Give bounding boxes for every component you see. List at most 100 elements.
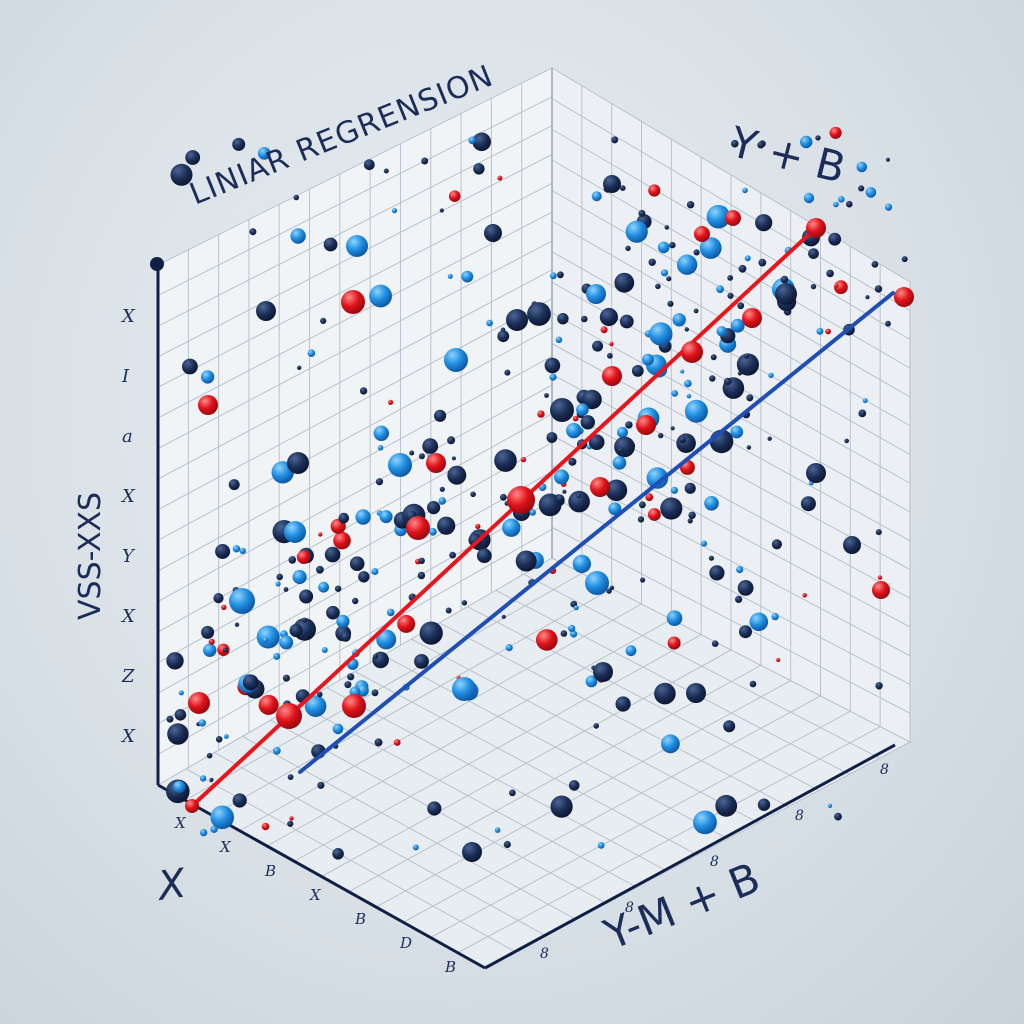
data-point-dark	[620, 185, 626, 191]
data-point-dark	[232, 137, 246, 151]
data-point-blue	[625, 220, 648, 243]
data-point-dark	[427, 801, 442, 816]
data-point-dark	[667, 300, 674, 307]
data-point-blue	[210, 825, 218, 833]
data-point-dark	[658, 432, 664, 439]
floor-grid-line	[294, 634, 702, 862]
data-point-dark	[568, 490, 590, 513]
right-axis-mark: 8	[710, 854, 719, 870]
data-point-blue	[566, 422, 582, 439]
data-point-blue	[612, 456, 627, 470]
data-point-dark	[687, 518, 693, 524]
data-point-dark	[447, 436, 456, 445]
data-point-red	[475, 523, 481, 530]
data-point-blue	[661, 734, 680, 754]
data-point-dark	[550, 398, 574, 422]
data-point-dark	[242, 674, 259, 691]
data-point-dark	[648, 258, 656, 266]
data-point-dark	[606, 588, 612, 594]
data-point-dark	[715, 794, 738, 817]
data-point-dark	[723, 720, 736, 733]
right-axis-marks: 8 8 8 8 8	[540, 762, 889, 962]
data-point-red	[609, 341, 614, 347]
data-point-blue	[452, 677, 476, 701]
left-wall-grid-line	[157, 269, 553, 480]
data-point-blue	[716, 326, 727, 337]
data-point-dark	[593, 662, 613, 682]
data-point-dark	[546, 432, 558, 443]
data-point-dark	[746, 394, 754, 402]
data-point-blue	[585, 571, 609, 595]
data-point-dark	[437, 516, 456, 535]
data-point-blue	[369, 284, 392, 308]
data-point-dark	[557, 271, 564, 279]
data-point-red	[333, 531, 351, 550]
data-point-dark	[414, 654, 429, 669]
data-point-blue	[862, 398, 868, 404]
data-point-dark	[461, 600, 468, 606]
data-point-blue	[684, 379, 692, 388]
left-axis-marks: X Ia X Y X Z X	[120, 306, 136, 747]
data-point-blue	[290, 228, 306, 244]
data-point-dark	[611, 136, 619, 144]
data-point-red	[834, 280, 848, 295]
floor-grid-line	[430, 710, 851, 938]
data-point-dark	[439, 208, 444, 213]
data-point-dark	[316, 565, 324, 574]
data-point-blue	[321, 647, 328, 653]
data-point-blue	[706, 204, 731, 229]
data-point-blue	[376, 629, 397, 650]
data-point-dark	[504, 369, 511, 376]
data-point-dark	[209, 777, 214, 783]
bottom-axis-mark: D	[399, 934, 412, 952]
data-point-dark	[419, 621, 443, 645]
data-point-dark	[581, 315, 588, 323]
data-point-dark	[580, 415, 595, 430]
data-point-dark	[344, 681, 352, 689]
data-point-blue	[591, 191, 602, 202]
data-point-dark	[771, 539, 783, 550]
right-wall-grid-line	[551, 128, 911, 340]
data-point-dark	[684, 327, 689, 332]
data-point-blue	[371, 568, 379, 575]
regression-line-point	[276, 703, 302, 729]
data-point-red	[426, 453, 446, 473]
data-point-red	[261, 822, 270, 831]
data-point-blue	[486, 319, 493, 327]
data-point-blue	[555, 336, 563, 344]
data-point-blue	[827, 803, 833, 809]
data-point-red	[834, 283, 839, 288]
data-point-blue	[884, 203, 893, 211]
left-wall-grid-line	[157, 96, 553, 297]
data-point-blue	[178, 690, 184, 696]
data-point-blue	[444, 348, 468, 372]
data-point-red	[393, 739, 401, 746]
floor-grid-line	[239, 603, 642, 832]
data-point-dark	[727, 292, 734, 299]
data-point-dark	[447, 465, 467, 485]
data-point-blue	[203, 643, 217, 657]
data-point-dark	[340, 631, 351, 642]
data-point-dark	[185, 150, 201, 165]
data-point-blue	[816, 327, 824, 335]
regression-line-point	[185, 799, 199, 813]
data-point-dark	[871, 261, 879, 268]
data-point-blue	[671, 390, 679, 397]
data-point-dark	[749, 680, 757, 688]
data-point-dark	[215, 544, 231, 559]
data-point-dark	[166, 715, 174, 723]
data-point-dark	[688, 511, 696, 519]
data-point-dark	[449, 551, 456, 559]
data-point-dark	[588, 434, 605, 451]
data-point-dark	[618, 447, 624, 453]
data-point-dark	[637, 516, 645, 523]
data-point-dark	[323, 237, 338, 252]
data-point-dark	[201, 625, 215, 639]
data-point-blue	[373, 425, 389, 441]
data-point-dark	[497, 330, 510, 343]
data-point-dark	[808, 248, 819, 259]
data-point-dark	[670, 426, 675, 431]
y-axis-tip	[150, 257, 164, 271]
data-point-dark	[409, 450, 415, 456]
data-point-blue	[200, 370, 215, 384]
